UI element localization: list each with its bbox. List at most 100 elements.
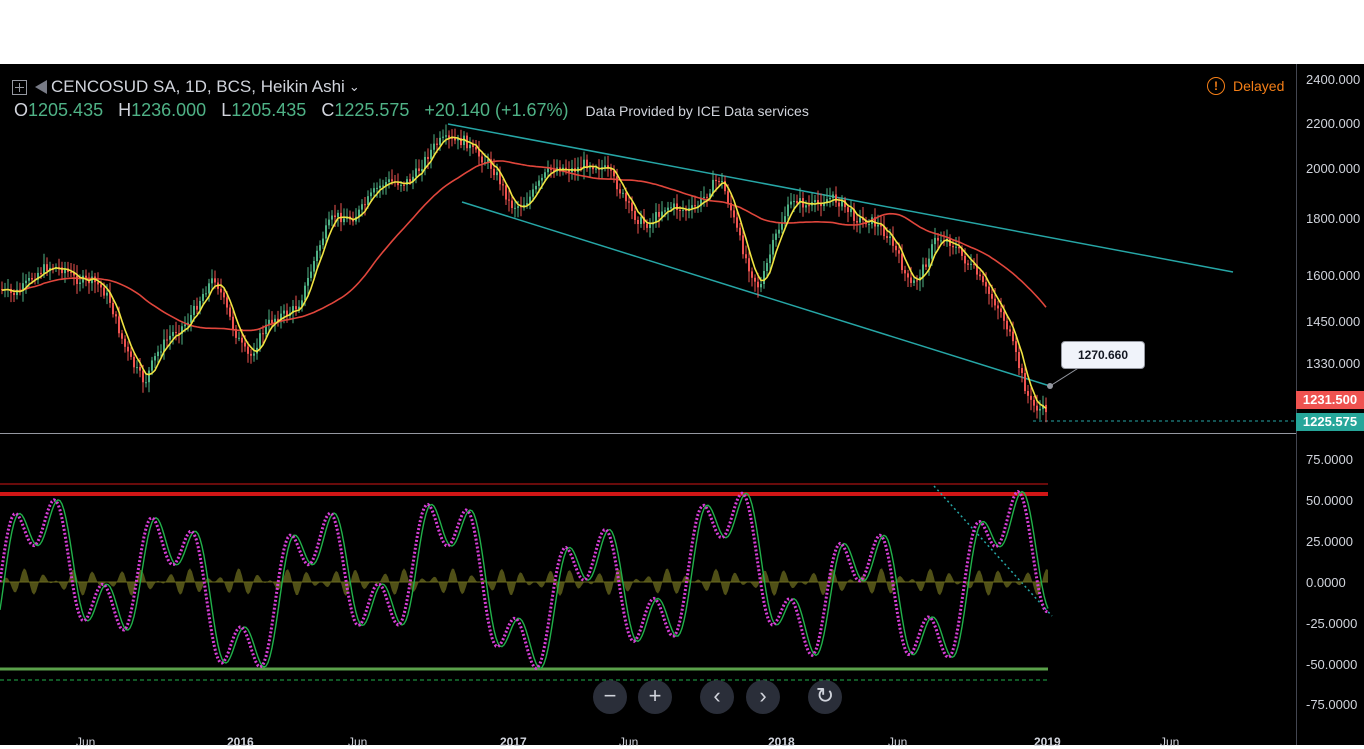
oscillator-tick: -75.0000 xyxy=(1306,697,1358,712)
candle-body xyxy=(496,172,498,176)
oscillator-tick: 50.0000 xyxy=(1306,493,1353,508)
candle-body xyxy=(1039,408,1041,411)
candle-body xyxy=(958,246,960,249)
candle-body xyxy=(823,203,825,207)
plus-square-icon[interactable] xyxy=(12,79,27,95)
upper-trendline[interactable] xyxy=(447,123,1234,273)
candle-body xyxy=(691,205,693,209)
trendline-anchor[interactable] xyxy=(1047,383,1053,389)
scroll-right-button[interactable]: › xyxy=(746,680,780,714)
oscillator-tick: 75.0000 xyxy=(1306,452,1353,467)
candle-body xyxy=(595,168,597,170)
candle-body xyxy=(208,283,210,294)
price-tag-red: 1231.500 xyxy=(1296,391,1364,409)
candle-body xyxy=(1021,368,1023,374)
candle-body xyxy=(61,267,63,274)
oscillator-trendline[interactable] xyxy=(933,485,1053,617)
candle-body xyxy=(937,237,939,241)
candle-body xyxy=(808,205,810,207)
candle-body xyxy=(784,216,786,223)
candle-body xyxy=(193,305,195,316)
candle-body xyxy=(739,227,741,236)
candle-body xyxy=(76,275,78,284)
chevron-down-icon[interactable]: ⌄ xyxy=(348,79,360,94)
candle-body xyxy=(622,192,624,194)
callout-pointer xyxy=(1049,366,1081,387)
candle-body xyxy=(1018,352,1020,369)
candle-body xyxy=(445,135,447,137)
candle-body xyxy=(1009,329,1011,332)
candle-body xyxy=(490,159,492,169)
candle-body xyxy=(268,319,270,325)
candle-body xyxy=(202,293,204,301)
candle-body xyxy=(793,201,795,203)
candle-body xyxy=(451,137,453,139)
candle-body xyxy=(448,135,450,138)
symbol-legend[interactable]: CENCOSUD SA, 1D, BCS, Heikin Ashi ⌄ xyxy=(10,76,360,98)
pane-divider[interactable] xyxy=(0,433,1296,434)
candle-body xyxy=(643,217,645,224)
candle-body xyxy=(163,339,165,352)
candle-body xyxy=(757,281,759,288)
candle-body xyxy=(529,196,531,204)
flag-icon[interactable] xyxy=(35,80,47,94)
candle-body xyxy=(565,167,567,170)
candle-body xyxy=(745,254,747,259)
candle-body xyxy=(64,268,66,274)
candle-body xyxy=(646,223,648,228)
candle-body xyxy=(190,315,192,323)
lower-trendline[interactable] xyxy=(461,201,1051,387)
heikin-ashi-candles xyxy=(1,124,1047,423)
candle-body xyxy=(37,272,39,280)
candle-body xyxy=(307,277,309,286)
candle-body xyxy=(118,316,120,334)
scroll-left-button[interactable]: ‹ xyxy=(700,680,734,714)
price-tag-last: 1225.575 xyxy=(1296,413,1364,431)
candle-body xyxy=(361,204,363,210)
candle-body xyxy=(916,280,918,282)
delayed-badge[interactable]: ! Delayed xyxy=(1207,77,1284,95)
symbol-title[interactable]: CENCOSUD SA, 1D, BCS, Heikin Ashi xyxy=(51,77,345,96)
price-callout[interactable]: 1270.660 xyxy=(1061,341,1145,369)
candle-body xyxy=(112,302,114,315)
candle-body xyxy=(178,333,180,335)
close-value: 1225.575 xyxy=(334,100,410,120)
zoom-in-button[interactable]: + xyxy=(638,680,672,714)
candle-body xyxy=(964,255,966,264)
candle-body xyxy=(925,264,927,267)
candle-body xyxy=(934,237,936,245)
candle-body xyxy=(619,189,621,194)
candle-body xyxy=(388,179,390,183)
candle-body xyxy=(22,283,24,291)
price-tick: 2200.000 xyxy=(1306,116,1361,131)
candle-body xyxy=(820,203,822,207)
candle-body xyxy=(205,293,207,295)
candle-body xyxy=(904,270,906,274)
candle-body xyxy=(634,210,636,220)
candle-body xyxy=(1030,395,1032,400)
oscillator-signal-line xyxy=(0,490,1049,670)
candle-body xyxy=(292,306,294,313)
candle-body xyxy=(940,240,942,242)
candle-body xyxy=(472,144,474,148)
oscillator-histogram xyxy=(0,568,1048,596)
candle-body xyxy=(310,271,312,278)
reset-chart-button[interactable]: ↻ xyxy=(808,680,842,714)
price-and-oscillator-plot[interactable] xyxy=(0,64,1296,745)
candle-body xyxy=(439,137,441,145)
oscillator-tick: -25.0000 xyxy=(1306,616,1358,631)
candle-body xyxy=(328,219,330,226)
candle-body xyxy=(1033,399,1035,406)
candle-body xyxy=(199,300,201,310)
zoom-out-button[interactable]: − xyxy=(593,680,627,714)
candle-body xyxy=(550,168,552,170)
candle-body xyxy=(319,245,321,251)
low-label: L xyxy=(221,100,232,120)
candle-body xyxy=(532,189,534,197)
exclamation-circle-icon: ! xyxy=(1207,77,1225,95)
candle-body xyxy=(436,143,438,145)
candle-body xyxy=(421,169,423,172)
candle-body xyxy=(709,193,711,198)
candle-body xyxy=(985,282,987,287)
candle-body xyxy=(541,177,543,181)
